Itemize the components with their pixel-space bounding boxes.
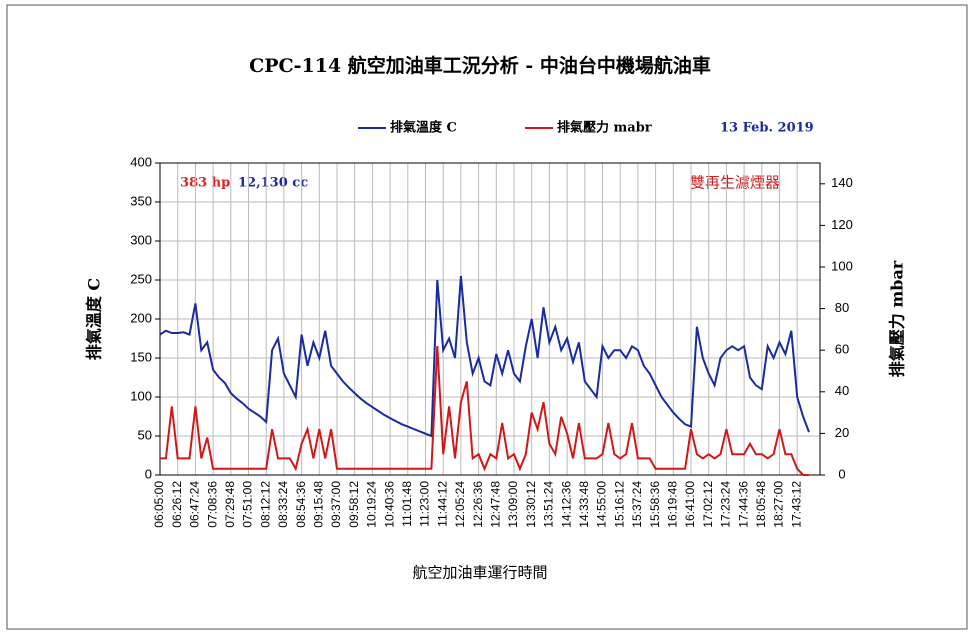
y2-tick-label: 0 [838, 466, 845, 481]
series-line [160, 345, 809, 476]
x-tick-label: 12:05:24 [453, 481, 467, 528]
frame [6, 4, 968, 630]
x-tick-label: 17:44:36 [736, 481, 750, 528]
x-tick-label: 15:16:12 [612, 481, 626, 528]
y2-tick-label: 80 [835, 300, 849, 315]
x-tick-label: 16:41:00 [683, 481, 697, 528]
y-tick-label: 100 [130, 388, 152, 403]
y2-tick-label: 140 [831, 175, 853, 190]
x-tick-label: 15:37:24 [630, 481, 644, 528]
x-tick-label: 13:51:24 [542, 481, 556, 528]
x-tick-label: 12:26:36 [471, 481, 485, 528]
x-tick-label: 11:44:12 [435, 481, 449, 527]
x-tick-label: 09:15:48 [311, 481, 325, 528]
y2-tick-label: 40 [835, 383, 849, 398]
x-tick-label: 18:27:00 [772, 481, 786, 528]
y-tick-label: 350 [130, 193, 152, 208]
annotation: 383 hp [180, 176, 230, 191]
x-tick-label: 08:54:36 [294, 481, 308, 528]
y2-tick-label: 20 [835, 425, 849, 440]
x-tick-label: 09:37:00 [329, 481, 343, 528]
x-tick-label: 07:29:48 [223, 481, 237, 528]
y-tick-label: 200 [130, 310, 152, 325]
x-tick-label: 16:19:48 [665, 481, 679, 528]
series-line [159, 276, 810, 438]
y-tick-label: 50 [138, 427, 152, 442]
x-tick-label: 15:58:36 [648, 481, 662, 528]
x-tick-label: 11:23:00 [418, 481, 432, 527]
y-axis-label: 排氣溫度 C [85, 278, 104, 360]
x-tick-label: 10:40:36 [382, 481, 396, 528]
annotation: 12,130 cc [238, 176, 308, 191]
x-tick-label: 08:12:12 [258, 481, 272, 528]
x-tick-label: 18:05:48 [754, 481, 768, 528]
x-tick-label: 14:55:00 [595, 481, 609, 528]
x-tick-label: 10:19:24 [365, 481, 379, 528]
x-tick-label: 07:51:00 [241, 481, 255, 528]
x-tick-label: 07:08:36 [205, 481, 219, 528]
x-tick-label: 13:09:00 [506, 481, 520, 528]
legend-label: 排氣溫度 C [390, 120, 457, 136]
y-tick-label: 250 [130, 271, 152, 286]
x-tick-label: 13:30:12 [524, 481, 538, 528]
y2-tick-label: 120 [831, 217, 853, 232]
x-tick-label: 06:47:24 [188, 481, 202, 528]
chart-title: CPC-114 航空加油車工況分析 - 中油台中機場航油車 [249, 54, 711, 77]
plot-area [159, 162, 821, 476]
y-tick-label: 400 [130, 154, 152, 169]
x-tick-label: 12:47:48 [488, 481, 502, 528]
y-tick-label: 150 [130, 349, 152, 364]
legend-label: 排氣壓力 mabr [557, 120, 652, 136]
date: 13 Feb. 2019 [720, 121, 814, 136]
y2-tick-label: 60 [835, 342, 849, 357]
x-tick-label: 14:33:48 [577, 481, 591, 528]
x-tick-label: 17:43:12 [789, 481, 803, 528]
x-tick-label: 06:26:12 [170, 481, 184, 528]
x-tick-label: 08:33:24 [276, 481, 290, 528]
x-tick-label: 06:05:00 [152, 481, 166, 528]
x-tick-label: 14:12:36 [559, 481, 573, 528]
y-tick-label: 300 [130, 232, 152, 247]
y2-tick-label: 100 [831, 258, 853, 273]
y2-axis-label: 排氣壓力 mbar [888, 260, 907, 377]
x-tick-label: 17:23:24 [719, 481, 733, 528]
x-tick-label: 17:02:12 [701, 481, 715, 528]
y-tick-label: 0 [145, 466, 152, 481]
annotation: 雙再生濾煙器 [690, 174, 780, 192]
x-axis-label: 航空加油車運行時間 [412, 564, 547, 582]
x-tick-label: 09:58:12 [347, 481, 361, 528]
x-tick-label: 11:01:48 [400, 481, 414, 527]
